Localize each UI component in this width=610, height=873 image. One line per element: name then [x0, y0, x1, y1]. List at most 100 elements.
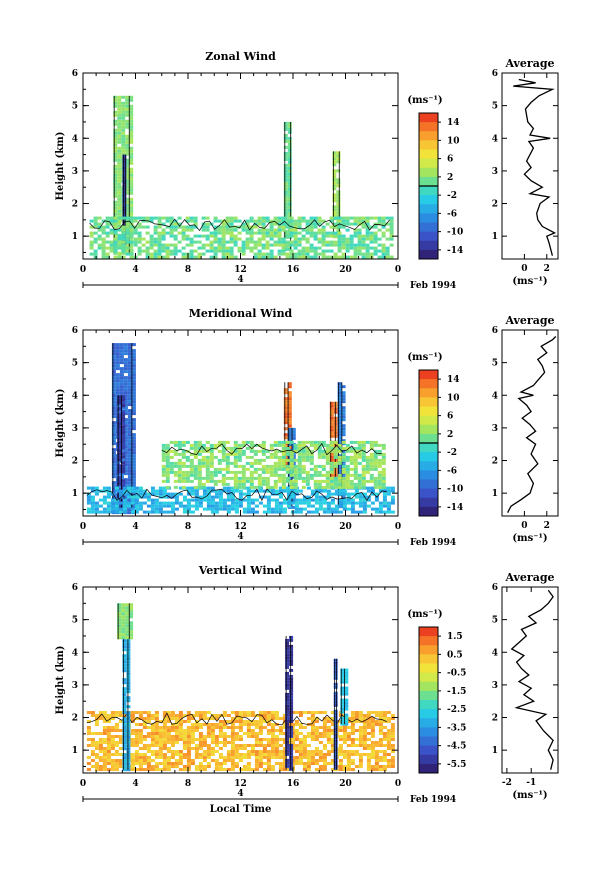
- heatmap-cell: [245, 440, 250, 444]
- heatmap-cell: [182, 495, 187, 499]
- heatmap-cell: [345, 482, 350, 486]
- colorbar-swatch: [419, 452, 438, 462]
- heatmap-cell: [194, 765, 199, 768]
- heatmap-cell: [89, 243, 94, 247]
- profile-y-tick-label: 6: [492, 583, 498, 593]
- heatmap-cell: [287, 172, 292, 176]
- heatmap-cell: [106, 744, 111, 747]
- heatmap-cell: [121, 228, 126, 232]
- heatmap-cell: [90, 753, 95, 756]
- heatmap-cell: [125, 101, 130, 105]
- heatmap-cell: [122, 681, 127, 685]
- heatmap-cell: [353, 473, 358, 477]
- heatmap-cell: [274, 741, 279, 744]
- heatmap-cell: [246, 765, 251, 768]
- colorbar-frame: [418, 626, 439, 774]
- heatmap-cell: [369, 476, 374, 480]
- heatmap-cell: [269, 470, 274, 474]
- heatmap-cell: [306, 765, 311, 768]
- heatmap-cell: [241, 252, 246, 256]
- heatmap-cell: [186, 747, 191, 750]
- heatmap-cell: [154, 768, 159, 771]
- heatmap-cell: [114, 744, 119, 747]
- heatmap-cell: [165, 470, 170, 474]
- heatmap-cell: [266, 759, 271, 762]
- heatmap-cell: [121, 116, 126, 120]
- y-tick-label: 2: [72, 714, 78, 724]
- heatmap-cell: [306, 711, 311, 714]
- heatmap-cell: [161, 467, 166, 471]
- heatmap-cell: [117, 101, 122, 105]
- heatmap-cell: [301, 234, 306, 238]
- heatmap-cell: [337, 430, 342, 434]
- heatmap-cell: [209, 249, 214, 253]
- heatmap-cell: [126, 732, 131, 736]
- heatmap-cell: [169, 455, 174, 459]
- heatmap-cell: [129, 125, 134, 129]
- heatmap-cell: [285, 692, 290, 696]
- heatmap-cell: [241, 482, 246, 486]
- heatmap-cell: [165, 452, 170, 456]
- heatmap-cell: [154, 741, 159, 744]
- heatmap-cell: [282, 753, 287, 756]
- heatmap-cell: [269, 443, 274, 447]
- heatmap-cell: [369, 216, 374, 220]
- heatmap-cell: [353, 455, 358, 459]
- heatmap-cell: [266, 495, 271, 499]
- heatmap-cell: [117, 482, 122, 486]
- heatmap-cell: [129, 95, 134, 99]
- heatmap-cell: [129, 128, 134, 132]
- heatmap-cell: [170, 744, 175, 747]
- heatmap-cell: [245, 231, 250, 235]
- heatmap-cell: [322, 753, 327, 756]
- heatmap-cell: [166, 711, 171, 714]
- heatmap-cell: [337, 418, 342, 422]
- heatmap-cell: [131, 367, 136, 371]
- heatmap-cell: [225, 458, 230, 462]
- heatmap-cell: [297, 470, 302, 474]
- heatmap-cell: [269, 228, 274, 232]
- heatmap-cell: [342, 726, 347, 729]
- heatmap-cell: [266, 498, 271, 502]
- heatmap-cell: [234, 765, 239, 768]
- heatmap-cell: [261, 216, 266, 220]
- x-tick-label: 8: [185, 779, 191, 789]
- heatmap-cell: [133, 216, 138, 220]
- heatmap-cell: [118, 738, 123, 741]
- heatmap-cell: [305, 249, 310, 253]
- heatmap-cell: [137, 237, 142, 241]
- heatmap-cell: [102, 762, 107, 765]
- heatmap-cell: [362, 741, 367, 744]
- heatmap-cell: [230, 756, 235, 759]
- heatmap-cell: [289, 482, 294, 486]
- heatmap-cell: [338, 750, 343, 753]
- heatmap-cell: [123, 400, 128, 404]
- heatmap-cell: [125, 225, 130, 229]
- heatmap-cell: [289, 743, 294, 747]
- heatmap-cell: [278, 765, 283, 768]
- heatmap-cell: [333, 458, 338, 462]
- heatmap-cell: [197, 485, 202, 489]
- heatmap-cell: [333, 231, 338, 235]
- heatmap-cell: [178, 501, 183, 505]
- colorbar-swatch: [419, 461, 438, 471]
- heatmap-cell: [213, 234, 218, 238]
- heatmap-cell: [105, 255, 110, 259]
- heatmap-cell: [111, 424, 116, 428]
- heatmap-cell: [166, 768, 171, 771]
- heatmap-cell: [297, 473, 302, 477]
- heatmap-cell: [115, 358, 120, 362]
- heatmap-cell: [225, 231, 230, 235]
- heatmap-cell: [122, 154, 127, 158]
- heatmap-cell: [362, 714, 367, 717]
- heatmap-cell: [381, 225, 386, 229]
- heatmap-cell: [258, 765, 263, 768]
- heatmap-cell: [350, 507, 355, 511]
- heatmap-cell: [186, 729, 191, 732]
- heatmap-cell: [122, 744, 127, 748]
- heatmap-cell: [261, 225, 266, 229]
- heatmap-cell: [146, 498, 151, 502]
- heatmap-cell: [210, 501, 215, 505]
- heatmap-cell: [283, 388, 288, 392]
- heatmap-cell: [257, 252, 262, 256]
